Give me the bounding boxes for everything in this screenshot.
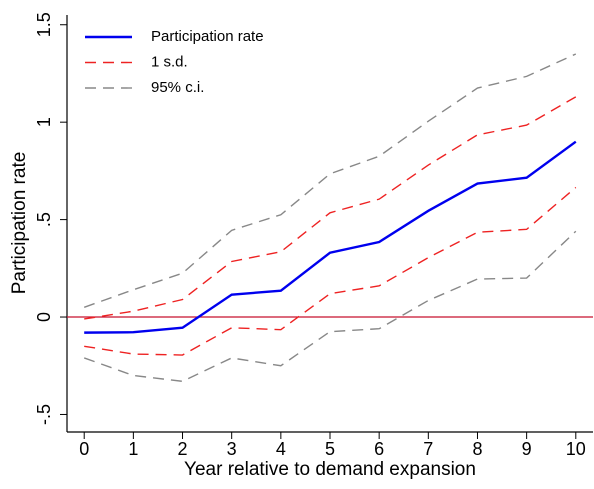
x-tick-label: 3 bbox=[227, 439, 237, 459]
y-tick-label: 1.5 bbox=[34, 12, 54, 37]
series-line bbox=[83, 230, 577, 383]
y-tick-label: 1 bbox=[34, 117, 54, 127]
y-tick-label: .5 bbox=[34, 212, 54, 227]
y-tick-label: -.5 bbox=[34, 404, 54, 425]
x-axis-title: Year relative to demand expansion bbox=[184, 459, 476, 480]
x-tick-label: 2 bbox=[178, 439, 188, 459]
legend-label: 1 s.d. bbox=[151, 53, 188, 70]
x-tick-label: 0 bbox=[79, 439, 89, 459]
legend-label: 95% c.i. bbox=[151, 79, 204, 96]
legend-label: Participation rate bbox=[151, 28, 264, 45]
series-line bbox=[83, 53, 577, 308]
x-tick-label: 9 bbox=[522, 439, 532, 459]
series-line bbox=[84, 186, 577, 356]
x-tick-label: 4 bbox=[276, 439, 286, 459]
y-axis-title: Participation rate bbox=[9, 152, 30, 295]
x-tick-label: 5 bbox=[325, 439, 335, 459]
y-tick-label: 0 bbox=[34, 312, 54, 322]
series-line bbox=[84, 96, 577, 320]
x-tick-label: 7 bbox=[423, 439, 433, 459]
x-tick-label: 6 bbox=[374, 439, 384, 459]
x-tick-label: 10 bbox=[566, 439, 586, 459]
x-tick-label: 1 bbox=[128, 439, 138, 459]
series-line bbox=[84, 140, 577, 334]
x-tick-label: 8 bbox=[472, 439, 482, 459]
